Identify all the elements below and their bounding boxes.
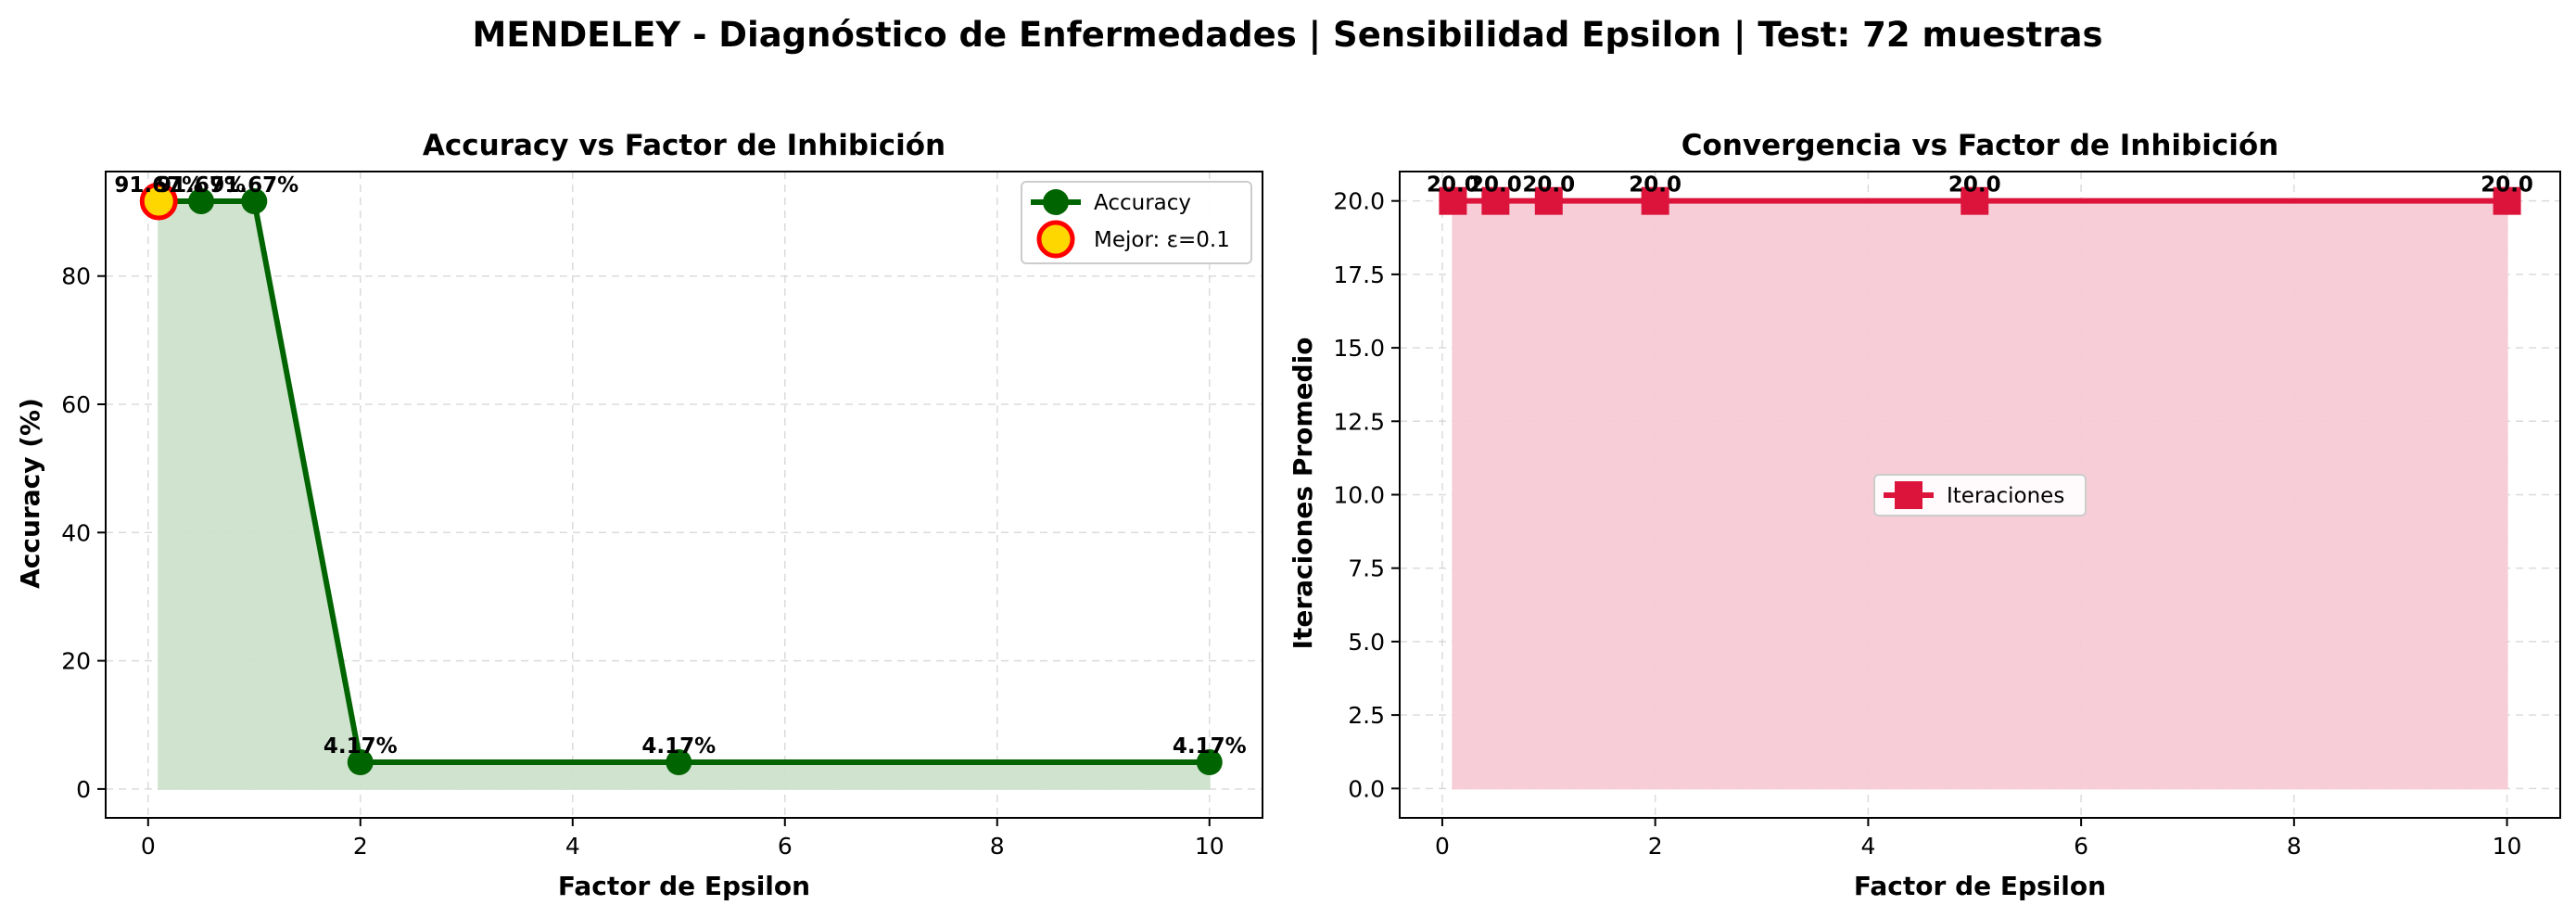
accuracy-x-tick-label: 6 [778, 833, 793, 860]
accuracy-x-tick-label: 8 [990, 833, 1005, 860]
convergence-y-tick-label: 0.0 [1348, 775, 1385, 802]
convergence-y-tick-label: 12.5 [1333, 408, 1385, 435]
convergence-point-3 [1641, 186, 1669, 215]
convergence-legend-label-series: Iteraciones [1947, 484, 2064, 508]
accuracy-y-tick-label: 0 [76, 776, 91, 803]
convergence-legend-box [1873, 474, 2087, 516]
convergence-x-tick-label: 10 [2493, 833, 2522, 860]
accuracy-y-tick-label: 80 [61, 263, 91, 290]
convergence-y-tick-label: 17.5 [1333, 261, 1385, 288]
convergence-y-tick-label: 2.5 [1348, 702, 1385, 729]
convergence-y-tick-label: 20.0 [1333, 188, 1385, 215]
convergence-y-tick-label: 5.0 [1348, 629, 1385, 656]
convergence-data-label-1: 20.0 [1469, 173, 1522, 198]
convergence-point-4 [1961, 186, 1989, 215]
accuracy-data-label-2: 91.67% [209, 173, 298, 198]
accuracy-point-2 [241, 188, 268, 215]
convergence-point-1 [1481, 186, 1510, 215]
convergence-legend-marker-swatch [1895, 481, 1922, 509]
accuracy-area-fill [158, 200, 1211, 790]
accuracy-data-label-1: 91.67% [157, 173, 246, 198]
accuracy-y-tick-label: 60 [61, 391, 91, 418]
convergence-y-axis-label: Iteraciones Promedio [1288, 338, 1318, 650]
accuracy-point-4 [666, 749, 692, 776]
accuracy-point-5 [1196, 749, 1223, 776]
accuracy-x-tick-label: 2 [353, 833, 368, 860]
figure-suptitle: MENDELEY - Diagnóstico de Enfermedades |… [473, 15, 2103, 55]
convergence-x-axis-label: Factor de Epsilon [1854, 871, 2106, 901]
accuracy-x-tick-label: 10 [1195, 833, 1225, 860]
convergence-x-tick-label: 2 [1648, 833, 1663, 860]
convergence-x-tick-label: 4 [1860, 833, 1875, 860]
accuracy-data-label-0: 91.67% [114, 173, 203, 198]
convergence-data-label-5: 20.0 [2481, 173, 2533, 198]
convergence-data-label-0: 20.0 [1427, 173, 1479, 198]
convergence-y-tick-label: 15.0 [1333, 335, 1385, 362]
accuracy-panel: Accuracy vs Factor de Inhibición Factor … [15, 129, 1263, 901]
convergence-y-tick-label: 10.0 [1333, 482, 1385, 509]
accuracy-point-1 [188, 188, 215, 215]
accuracy-legend-label-best: Mejor: ε=0.1 [1094, 228, 1230, 252]
convergence-point-2 [1534, 186, 1563, 215]
accuracy-point-3 [347, 749, 374, 776]
accuracy-y-tick-label: 40 [61, 519, 91, 546]
convergence-x-tick-label: 8 [2287, 833, 2302, 860]
accuracy-y-tick-label: 20 [61, 648, 91, 675]
accuracy-data-label-3: 4.17% [324, 734, 398, 759]
convergence-x-tick-label: 6 [2074, 833, 2088, 860]
convergence-data-label-4: 20.0 [1948, 173, 2001, 198]
accuracy-panel-title: Accuracy vs Factor de Inhibición [423, 129, 945, 162]
accuracy-axes-frame [105, 171, 1263, 819]
accuracy-x-axis-label: Factor de Epsilon [558, 871, 810, 901]
convergence-y-tick-label: 7.5 [1348, 555, 1385, 582]
accuracy-legend-best-swatch [1036, 220, 1075, 259]
accuracy-data-label-4: 4.17% [641, 734, 716, 759]
convergence-panel-title: Convergencia vs Factor de Inhibición [1681, 129, 2278, 162]
accuracy-legend-marker-swatch [1043, 189, 1069, 215]
accuracy-best-point [139, 182, 178, 221]
convergence-x-tick-label: 0 [1435, 833, 1450, 860]
convergence-point-0 [1439, 186, 1467, 215]
accuracy-x-tick-label: 4 [565, 833, 580, 860]
accuracy-data-label-5: 4.17% [1173, 734, 1247, 759]
accuracy-x-tick-label: 0 [141, 833, 156, 860]
convergence-data-label-2: 20.0 [1522, 173, 1575, 198]
accuracy-y-axis-label: Accuracy (%) [15, 398, 45, 589]
accuracy-legend-label-series: Accuracy [1094, 191, 1191, 215]
convergence-point-5 [2493, 186, 2521, 215]
convergence-data-label-3: 20.0 [1629, 173, 1681, 198]
convergence-panel: Convergencia vs Factor de Inhibición Fac… [1288, 129, 2561, 901]
